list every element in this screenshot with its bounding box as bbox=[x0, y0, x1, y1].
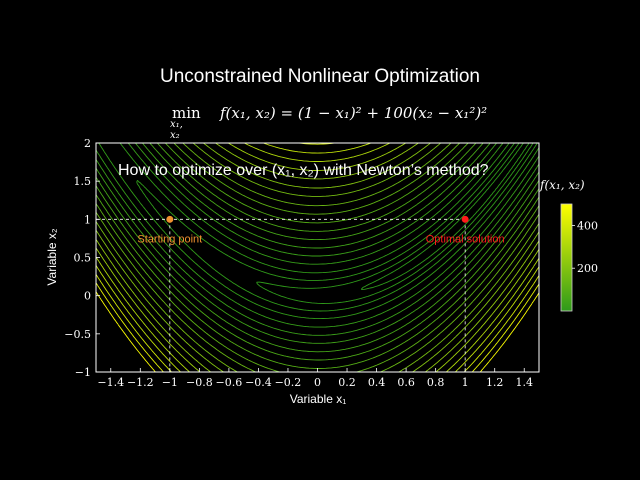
y-axis-label: Variable x₂ bbox=[45, 228, 59, 285]
y-tick-label: 1 bbox=[84, 213, 91, 226]
question-text: How to optimize over (x₁, x₂) with Newto… bbox=[118, 162, 489, 179]
min-subscript: x₁, x₂ bbox=[170, 119, 183, 141]
contour-lines bbox=[96, 143, 539, 372]
contour-level-18 bbox=[96, 143, 539, 372]
contour-level-1 bbox=[256, 143, 534, 304]
colorbar-title: f(x₁, x₂) bbox=[540, 178, 585, 192]
point-marker-0 bbox=[166, 215, 174, 223]
contour-level-11 bbox=[96, 143, 539, 372]
contour-level-5 bbox=[96, 143, 539, 336]
x-tick-label: 1.2 bbox=[486, 376, 504, 389]
x-tick-label: −0.6 bbox=[216, 376, 243, 389]
colorbar-ticks: 400 200 bbox=[572, 219, 598, 275]
y-tick-label: −0.5 bbox=[64, 328, 91, 341]
x-tick-label: 0.4 bbox=[368, 376, 386, 389]
x-tick-label: −1 bbox=[162, 376, 178, 389]
y-tick-label: 1.5 bbox=[74, 175, 92, 188]
x-tick-label: −0.8 bbox=[186, 376, 213, 389]
y-tick-label: 2 bbox=[84, 137, 91, 150]
min-operator: min bbox=[172, 104, 201, 122]
point-marker-1 bbox=[461, 215, 469, 223]
contour-level-4 bbox=[96, 143, 539, 328]
y-axis-ticks: −1 −0.5 0 0.5 1 1.5 2 bbox=[64, 137, 100, 379]
x-tick-label: 1 bbox=[462, 376, 469, 389]
y-tick-label: 0.5 bbox=[74, 252, 92, 265]
page-title: Unconstrained Nonlinear Optimization bbox=[160, 66, 480, 87]
contour-level-6 bbox=[96, 143, 539, 344]
x-tick-label: 0.6 bbox=[397, 376, 415, 389]
contour-level-9 bbox=[96, 143, 539, 369]
contour-level-7 bbox=[96, 143, 539, 353]
y-tick-label: −1 bbox=[75, 366, 91, 379]
marked-points: Starting point Optimal solution bbox=[137, 215, 505, 245]
x-tick-label: 0.2 bbox=[338, 376, 356, 389]
guide-lines bbox=[96, 218, 466, 372]
colorbar-tick-label: 200 bbox=[577, 262, 598, 275]
contour-level-2 bbox=[136, 143, 538, 312]
y-tick-label: 0 bbox=[84, 290, 91, 303]
contour-level-12 bbox=[96, 143, 539, 372]
colorbar bbox=[560, 203, 573, 312]
point-label-0: Starting point bbox=[137, 233, 202, 245]
x-tick-label: −1.4 bbox=[97, 376, 124, 389]
colorbar-tick-label: 400 bbox=[577, 219, 598, 232]
objective-expression: f(x₁, x₂) = (1 − x₁)² + 100(x₂ − x₁²)² bbox=[220, 104, 488, 122]
x-tick-label: 0 bbox=[314, 376, 321, 389]
x-axis-label: Variable x₁ bbox=[290, 392, 347, 406]
contour-level-16 bbox=[96, 143, 539, 372]
contour-level-15 bbox=[96, 143, 539, 372]
contour-level-8 bbox=[96, 143, 539, 361]
x-tick-label: 0.8 bbox=[427, 376, 445, 389]
x-tick-label: −0.4 bbox=[245, 376, 272, 389]
contour-level-10 bbox=[96, 143, 539, 372]
x-tick-label: −1.2 bbox=[127, 376, 154, 389]
point-label-1: Optimal solution bbox=[426, 233, 505, 245]
contour-level-13 bbox=[96, 143, 539, 372]
x-tick-label: −0.2 bbox=[275, 376, 302, 389]
x-tick-label: 1.4 bbox=[515, 376, 533, 389]
contour-level-17 bbox=[96, 143, 539, 372]
x-axis-ticks: −1.4 −1.2 −1 −0.8 −0.6 −0.4 −0.2 0 0.2 0.4 0.6 0.8 1… bbox=[97, 368, 533, 389]
contour-level-19 bbox=[96, 282, 539, 372]
contour-level-0 bbox=[360, 143, 530, 290]
